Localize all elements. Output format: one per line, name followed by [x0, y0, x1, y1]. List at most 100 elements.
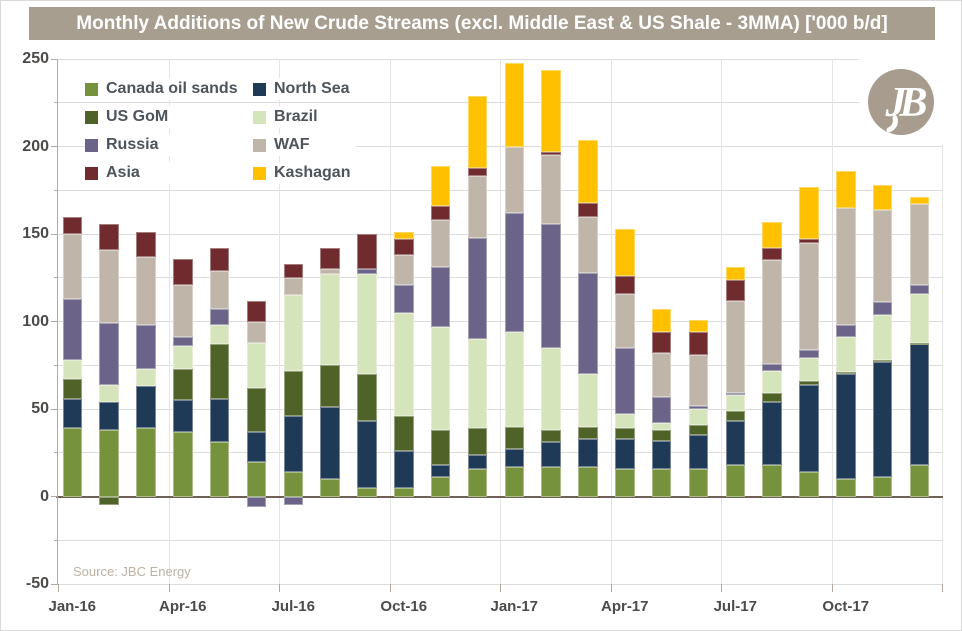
bar-segment-canada-oil-sands	[62, 428, 82, 497]
legend-item-waf: WAF	[253, 134, 357, 156]
bar-segment-waf	[467, 176, 488, 238]
gridline-v	[611, 59, 612, 584]
legend-label: Brazil	[274, 108, 318, 125]
jbc-energy-logo: JB	[859, 59, 943, 145]
bar-segment-canada-oil-sands	[872, 477, 893, 497]
bar-segment-waf	[762, 260, 782, 364]
bar-segment-brazil	[799, 358, 819, 381]
bar-segment-kashagan	[762, 221, 782, 248]
bar-segment-us-gom	[836, 372, 856, 375]
x-axis-tick	[169, 584, 170, 592]
y-axis-label: 250	[22, 50, 49, 67]
bar-segment-russia	[762, 363, 782, 371]
bar-segment-canada-oil-sands	[688, 468, 709, 497]
bar-segment-brazil	[136, 368, 156, 387]
bar-segment-us-gom	[688, 424, 709, 436]
bar-segment-waf	[430, 220, 451, 268]
y-axis-label: 100	[22, 312, 49, 330]
x-axis-label: Apr-16	[158, 598, 207, 615]
bar-segment-canada-oil-sands	[762, 465, 782, 497]
bar-segment-waf	[504, 146, 524, 213]
bar-segment-waf	[725, 300, 745, 394]
bar-segment-north-sea	[357, 421, 377, 488]
x-axis-label: Jul-16	[271, 598, 315, 615]
bar-segment-north-sea	[173, 400, 193, 432]
bar-segment-us-gom	[909, 342, 930, 345]
bar-segment-north-sea	[799, 384, 819, 472]
bar-segment-us-gom	[541, 430, 561, 443]
bar-segment-brazil	[320, 274, 340, 366]
bar-segment-north-sea	[836, 374, 856, 479]
bar-segment-canada-oil-sands	[651, 468, 672, 497]
legend-item-north-sea: North Sea	[253, 78, 357, 100]
bar-segment-kashagan	[799, 186, 819, 240]
bar-segment-waf	[836, 207, 856, 325]
bar-segment-asia	[173, 258, 193, 285]
bar-segment-brazil	[578, 374, 598, 427]
legend-item-kashagan: Kashagan	[253, 162, 357, 184]
bar-segment-north-sea	[762, 402, 782, 465]
bar-segment-russia	[430, 267, 451, 327]
y-axis-tick-major	[51, 233, 58, 235]
y-axis-label: 0	[40, 487, 49, 505]
x-axis-label: Oct-16	[380, 598, 428, 615]
bar-segment-russia	[504, 213, 524, 332]
bar-segment-brazil	[872, 314, 893, 360]
bar-segment-canada-oil-sands	[320, 479, 340, 497]
x-axis-label: Jul-17	[713, 598, 757, 615]
x-axis-tick	[832, 584, 833, 592]
bar-segment-canada-oil-sands	[725, 465, 745, 497]
y-axis-label: 50	[31, 400, 49, 417]
bar-segment-brazil	[62, 360, 82, 380]
legend-item-us-gom: US GoM	[85, 106, 253, 128]
y-axis-label: 150	[22, 225, 49, 242]
bar-segment-us-gom	[762, 393, 782, 402]
legend-swatch	[253, 138, 266, 152]
bar-segment-russia	[725, 393, 745, 396]
x-axis-label: Jan-17	[490, 598, 539, 615]
bar-segment-waf	[246, 321, 267, 343]
legend: Canada oil sands North Sea US GoM Brazil Rus…	[85, 75, 357, 187]
bar-segment-waf	[173, 284, 193, 338]
x-axis-label: Apr-17	[600, 598, 649, 615]
bar-segment-asia	[99, 223, 119, 250]
bar-segment-asia	[467, 167, 488, 177]
legend-swatch	[85, 138, 98, 152]
legend-label: North Sea	[274, 80, 350, 97]
bar-segment-us-gom	[799, 381, 819, 385]
bar-segment-brazil	[246, 342, 267, 388]
bar-segment-waf	[872, 209, 893, 303]
bar-segment-kashagan	[504, 62, 524, 147]
bar-segment-asia	[394, 239, 414, 255]
jbc-logo-graphic: JB	[868, 69, 934, 135]
bar-segment-waf	[541, 155, 561, 224]
bar-segment-us-gom	[320, 365, 340, 408]
legend-swatch	[253, 166, 266, 180]
bar-segment-russia	[541, 223, 561, 348]
bar-segment-asia	[541, 151, 561, 156]
bar-segment-north-sea	[615, 438, 635, 469]
bar-segment-waf	[136, 256, 156, 325]
gridline-v	[169, 59, 170, 584]
bar-segment-asia	[209, 248, 230, 271]
gridline-v	[279, 59, 280, 584]
bar-segment-waf	[688, 354, 709, 406]
x-axis-tick	[279, 584, 280, 592]
bar-segment-us-gom	[725, 410, 745, 422]
bar-segment-north-sea	[725, 421, 745, 465]
bar-segment-us-gom	[651, 430, 672, 441]
gridline-v	[390, 59, 391, 584]
bar-segment-canada-oil-sands	[283, 472, 303, 497]
legend-swatch	[253, 110, 266, 124]
bar-segment-north-sea	[688, 435, 709, 469]
bar-segment-waf	[283, 277, 303, 296]
bar-segment-brazil	[615, 414, 635, 429]
bar-segment-canada-oil-sands	[430, 477, 451, 497]
legend-label: Kashagan	[274, 164, 351, 181]
bar-segment-asia	[357, 234, 377, 269]
bar-segment-us-gom	[173, 368, 193, 401]
bar-segment-north-sea	[99, 402, 119, 430]
bar-segment-asia	[136, 232, 156, 257]
bar-segment-us-gom	[504, 426, 524, 450]
bar-segment-canada-oil-sands	[173, 431, 193, 497]
